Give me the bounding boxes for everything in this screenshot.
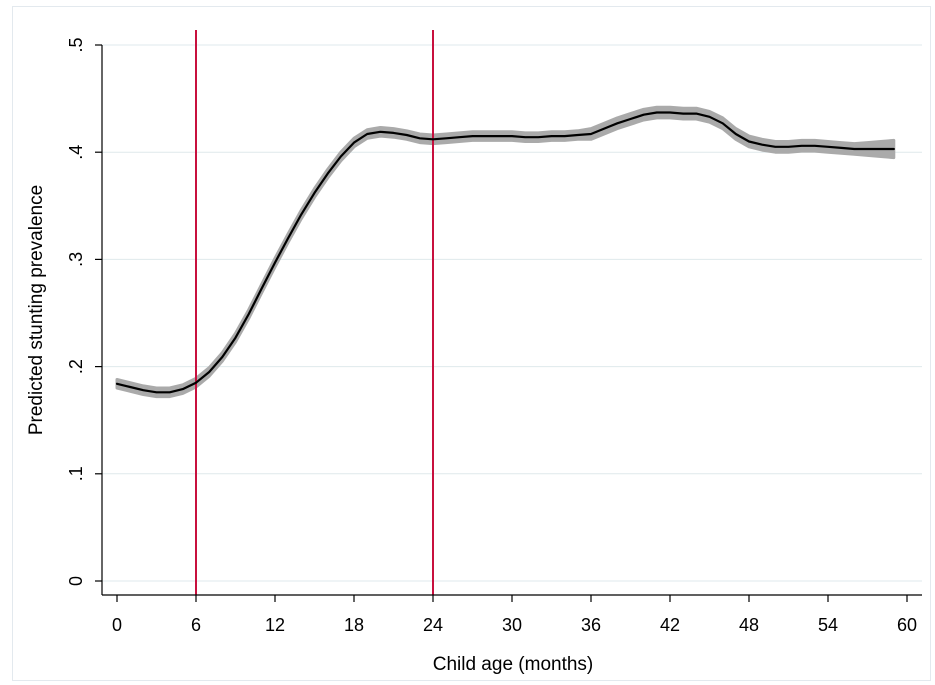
y-axis-title: Predicted stunting prevalence <box>26 185 47 435</box>
ci-band <box>115 105 896 399</box>
y-tick-label: 0 <box>66 576 86 586</box>
x-tick-label: 48 <box>739 615 759 635</box>
x-tick-label: 0 <box>112 615 122 635</box>
prediction-line <box>115 111 895 394</box>
x-tick-label: 30 <box>502 615 522 635</box>
x-axis-title: Child age (months) <box>433 654 594 675</box>
x-tick-label: 12 <box>265 615 285 635</box>
x-tick-label: 36 <box>581 615 601 635</box>
x-tick-label: 18 <box>344 615 364 635</box>
chart-frame <box>12 6 931 681</box>
x-axis-ticks: 0 6 12 18 24 30 36 42 48 54 60 <box>112 595 917 635</box>
y-tick-label: .1 <box>66 466 86 481</box>
y-axis-ticks: 0 .1 .2 .3 .4 .5 <box>66 37 102 586</box>
gridlines <box>102 44 922 582</box>
prediction-series-line <box>115 111 895 394</box>
y-tick-label: .5 <box>66 37 86 52</box>
x-tick-label: 54 <box>818 615 838 635</box>
x-tick-label: 42 <box>660 615 680 635</box>
y-tick-label: .2 <box>66 359 86 374</box>
x-tick-label: 60 <box>897 615 917 635</box>
reference-lines <box>195 30 434 595</box>
x-tick-label: 24 <box>423 615 443 635</box>
y-tick-label: .3 <box>66 252 86 267</box>
y-tick-label: .4 <box>66 145 86 160</box>
confidence-band <box>115 105 896 399</box>
x-tick-label: 6 <box>191 615 201 635</box>
axes <box>101 45 922 596</box>
